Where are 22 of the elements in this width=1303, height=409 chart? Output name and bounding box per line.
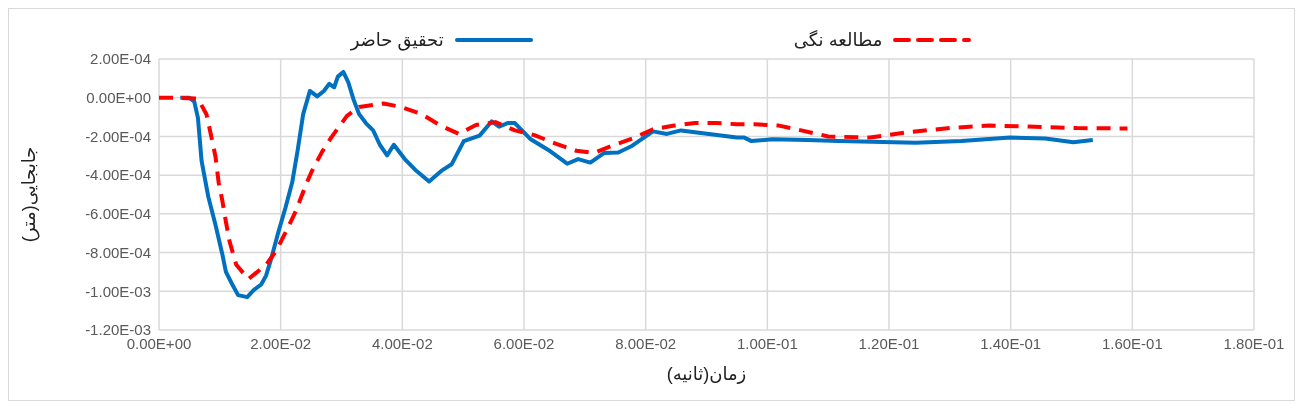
y-tick-label: -8.00E-04 xyxy=(85,243,151,261)
y-tick-label: -6.00E-04 xyxy=(85,205,151,223)
x-tick-label: 8.00E-02 xyxy=(615,334,677,352)
x-tick-label: 1.00E-01 xyxy=(736,334,798,352)
y-tick-label: -4.00E-04 xyxy=(85,166,151,184)
x-tick-label: 1.60E-01 xyxy=(1101,334,1163,352)
y-tick-label: 2.00E-04 xyxy=(90,50,151,68)
line-series xyxy=(178,69,1095,300)
x-axis-title: زمان(ثانیه) xyxy=(666,364,747,384)
x-tick-label: 1.80E-01 xyxy=(1223,334,1285,352)
y-tick-label: -2.00E-04 xyxy=(85,127,151,145)
line-series xyxy=(159,95,1130,282)
legend-label: تحقیق حاضر xyxy=(350,29,444,51)
x-tick-label: 1.40E-01 xyxy=(980,334,1042,352)
x-tick-label: 1.20E-01 xyxy=(858,334,920,352)
y-tick-label: -1.00E-03 xyxy=(85,282,151,300)
x-tick-label: 4.00E-02 xyxy=(371,334,433,352)
x-tick-label: 6.00E-02 xyxy=(493,334,555,352)
y-axis-title: جابجایی(متر) xyxy=(19,146,41,243)
x-tick-label: 2.00E-02 xyxy=(250,334,312,352)
legend-label: مطالعه نگی xyxy=(793,29,883,51)
y-tick-label: 0.00E+00 xyxy=(86,89,151,107)
